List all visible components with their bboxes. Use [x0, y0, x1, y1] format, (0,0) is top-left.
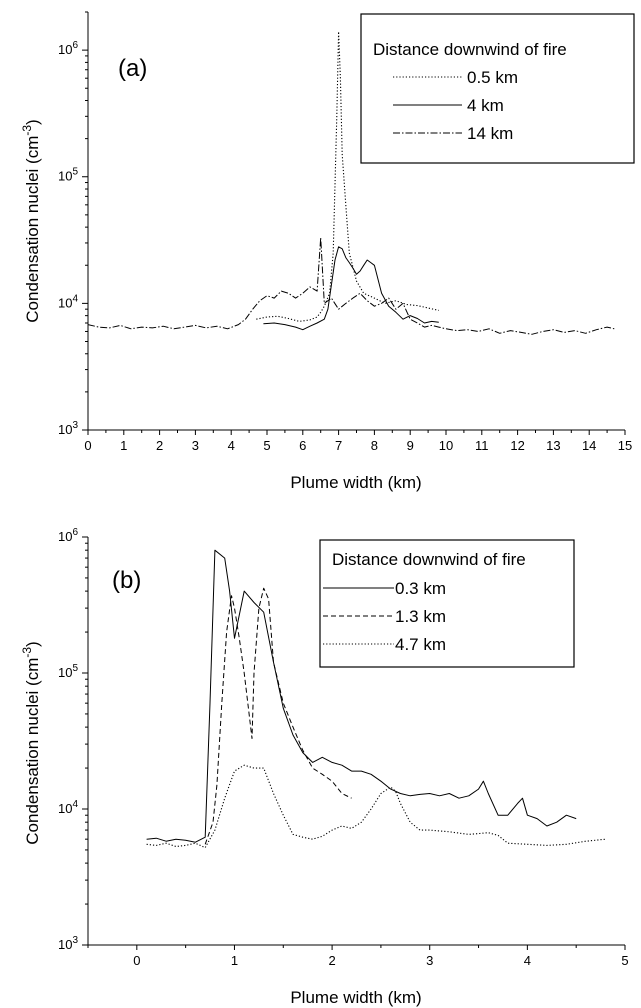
- panel-a-chart: 0 1 2 3 4 5 6 7 8 9 10 11 12 13 14 15103104105106Plume …: [20, 11, 635, 492]
- panel-label: (a): [118, 55, 147, 82]
- x-tick-label: 11: [475, 438, 489, 453]
- panel-label: (b): [112, 567, 141, 594]
- y-tick-label: 106: [58, 40, 78, 57]
- y-tick-label: 106: [58, 527, 78, 544]
- x-tick-label: 5: [621, 953, 628, 968]
- x-axis-title: Plume width (km): [290, 473, 421, 492]
- series-line-0-5-km: [256, 31, 439, 322]
- y-tick-label: 103: [58, 420, 78, 437]
- x-tick-label: 9: [407, 438, 414, 453]
- x-tick-label: 8: [371, 438, 378, 453]
- legend-entry-label: 0.3 km: [395, 579, 446, 598]
- x-tick-label: 4: [228, 438, 235, 453]
- legend-entry-label: 14 km: [467, 124, 513, 143]
- x-tick-label: 3: [426, 953, 433, 968]
- series-line-1-3-km: [204, 587, 352, 845]
- legend: Distance downwind of fire 0.5 km 4 km 14 km: [360, 13, 635, 164]
- x-tick-label: 0: [84, 438, 91, 453]
- x-tick-label: 0: [133, 953, 140, 968]
- x-tick-label: 12: [510, 438, 524, 453]
- x-tick-label: 7: [335, 438, 342, 453]
- legend-box: [319, 539, 575, 668]
- legend-title: Distance downwind of fire: [373, 40, 567, 59]
- x-tick-label: 2: [156, 438, 163, 453]
- legend-box: [360, 13, 635, 164]
- x-axis-title: Plume width (km): [290, 988, 421, 1007]
- y-tick-label: 103: [58, 935, 78, 952]
- legend-entry-label: 4.7 km: [395, 635, 446, 654]
- x-tick-label: 3: [192, 438, 199, 453]
- x-tick-label: 15: [618, 438, 632, 453]
- x-tick-label: 1: [120, 438, 127, 453]
- x-tick-label: 1: [231, 953, 238, 968]
- y-axis-title: Condensation nuclei (cm-3): [20, 119, 42, 322]
- y-tick-label: 105: [58, 663, 78, 680]
- legend: Distance downwind of fire 0.3 km 1.3 km 4.7…: [319, 539, 575, 668]
- legend-entry-label: 1.3 km: [395, 607, 446, 626]
- x-tick-label: 4: [524, 953, 531, 968]
- series-line-4-km: [263, 246, 439, 331]
- x-tick-label: 10: [439, 438, 453, 453]
- y-axis-title: Condensation nuclei (cm-3): [20, 641, 42, 844]
- x-tick-label: 6: [299, 438, 306, 453]
- legend-entry-label: 0.5 km: [467, 68, 518, 87]
- series-line-14-km: [87, 237, 615, 335]
- series-line-4-7-km: [146, 764, 606, 849]
- x-tick-label: 14: [582, 438, 596, 453]
- legend-entry-label: 4 km: [467, 96, 504, 115]
- panel-b-chart: 0 1 2 3 4 5 103 104 105 106 Plume width (km) Conden…: [20, 527, 629, 1007]
- x-tick-label: 13: [546, 438, 560, 453]
- y-tick-label: 104: [58, 799, 78, 816]
- series-line-0-3-km: [146, 549, 577, 843]
- x-tick-label: 5: [263, 438, 270, 453]
- x-tick-label: 2: [328, 953, 335, 968]
- y-tick-label: 105: [58, 167, 78, 184]
- legend-title: Distance downwind of fire: [332, 550, 526, 569]
- y-tick-label: 104: [58, 293, 78, 310]
